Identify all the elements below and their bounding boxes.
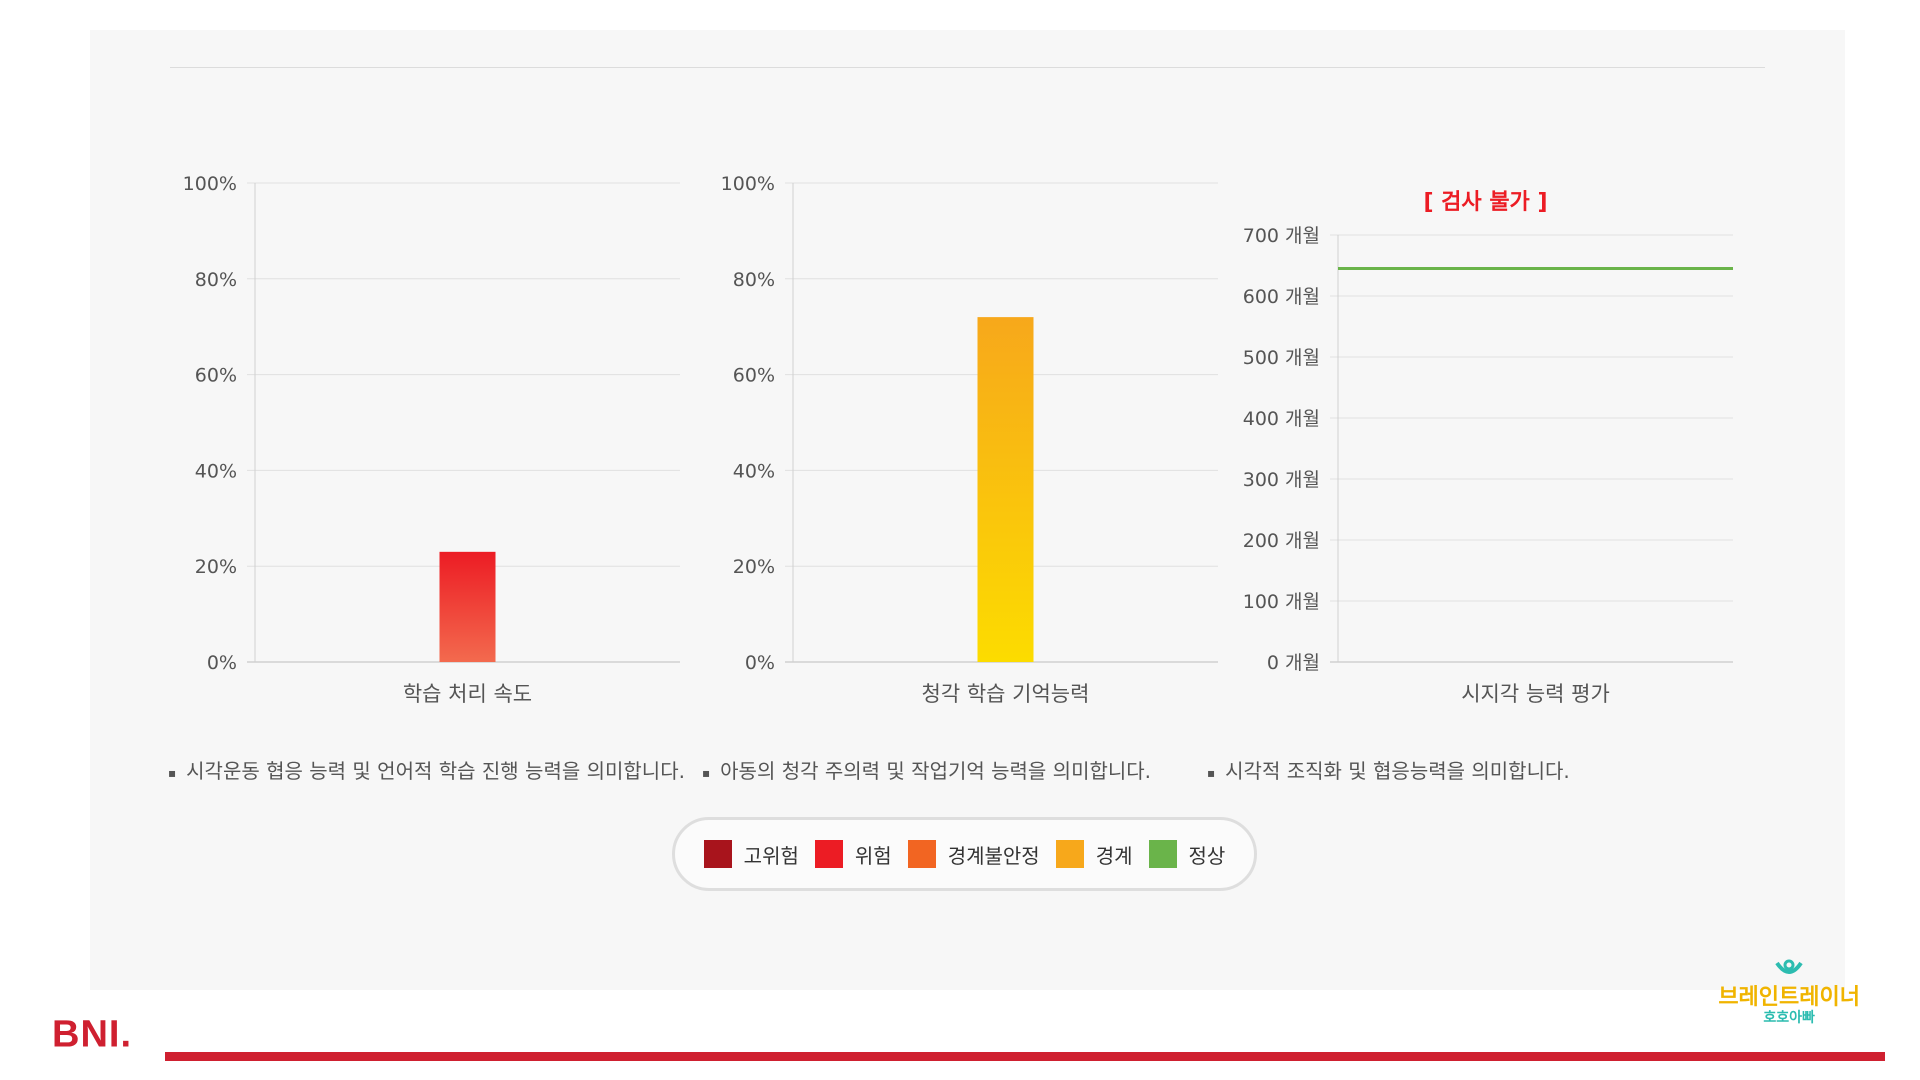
y-tick-label: 700 개월: [1243, 225, 1320, 247]
footer-divider: [165, 1052, 1885, 1061]
y-tick-label: 80%: [195, 269, 237, 291]
y-tick-label: 40%: [733, 460, 775, 482]
y-tick-label: 20%: [195, 556, 237, 578]
y-tick-label: 100%: [183, 173, 237, 195]
y-tick-label: 60%: [733, 365, 775, 387]
y-tick-label: 20%: [733, 556, 775, 578]
x-category-label: 학습 처리 속도: [403, 682, 532, 706]
y-tick-label: 500 개월: [1243, 347, 1320, 369]
y-tick-label: 60%: [195, 365, 237, 387]
legend-item-high-risk: 고위험: [703, 840, 799, 869]
chart-3-description: ▪ 시각적 조직화 및 협응능력을 의미합니다.: [1207, 759, 1570, 783]
y-tick-label: 0 개월: [1267, 652, 1320, 674]
x-category-label: 시지각 능력 평가: [1461, 682, 1610, 706]
y-tick-label: 400 개월: [1243, 408, 1320, 430]
y-tick-label: 0%: [207, 652, 237, 674]
bar: [977, 317, 1034, 662]
y-tick-label: 300 개월: [1243, 469, 1320, 491]
chart-1-description: ▪ 시각운동 협응 능력 및 언어적 학습 진행 능력을 의미합니다.: [168, 759, 685, 783]
bni-logo: BNI.: [52, 1013, 132, 1056]
y-tick-label: 100%: [721, 173, 775, 195]
y-tick-label: 100 개월: [1243, 591, 1320, 613]
legend-item-normal: 정상: [1148, 840, 1225, 869]
legend-item-unstable: 경계불안정: [907, 840, 1040, 869]
brand-name: 브레인트레이너: [1718, 983, 1860, 1009]
top-divider: [170, 67, 1765, 68]
brain-icon: [1775, 959, 1803, 975]
chart-2-description: ▪ 아동의 청각 주의력 및 작업기억 능력을 의미합니다.: [702, 759, 1152, 783]
legend-swatch: [1055, 840, 1084, 868]
y-tick-label: 200 개월: [1243, 530, 1320, 552]
annotation-label: [ 검사 불가 ]: [1423, 190, 1547, 215]
brand-logo: 브레인트레이너 호호아빠: [1718, 959, 1860, 1025]
legend-swatch: [1148, 840, 1177, 868]
legend-item-caution: 경계: [1055, 840, 1133, 869]
y-tick-label: 0%: [745, 652, 775, 674]
bar: [439, 551, 496, 662]
legend-item-risk: 위험: [814, 840, 892, 869]
x-category-label: 청각 학습 기억능력: [922, 682, 1090, 706]
y-tick-label: 40%: [195, 460, 237, 482]
brand-subtitle: 호호아빠: [1763, 1008, 1815, 1025]
legend-swatch: [703, 840, 732, 868]
legend: 고위험 위험 경계불안정 경계 정상: [672, 817, 1257, 891]
y-tick-label: 600 개월: [1243, 286, 1320, 308]
legend-swatch: [814, 840, 843, 868]
y-tick-label: 80%: [733, 269, 775, 291]
legend-swatch: [907, 840, 936, 868]
